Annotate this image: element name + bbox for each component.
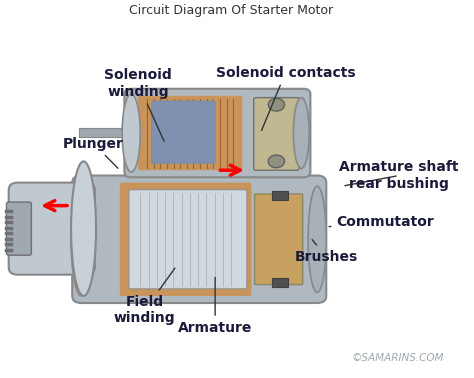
Ellipse shape [71,161,96,296]
Ellipse shape [71,183,91,296]
FancyBboxPatch shape [129,190,247,289]
FancyBboxPatch shape [254,98,299,170]
FancyBboxPatch shape [120,183,251,296]
Text: Field
winding: Field winding [114,268,176,325]
Title: Circuit Diagram Of Starter Motor: Circuit Diagram Of Starter Motor [129,4,333,17]
Ellipse shape [122,94,140,172]
FancyBboxPatch shape [7,202,31,255]
FancyBboxPatch shape [152,101,215,163]
Text: Commutator: Commutator [329,215,434,229]
Bar [272,278,288,287]
Text: Armature shaft
rear bushing: Armature shaft rear bushing [339,160,459,191]
Text: Solenoid
winding: Solenoid winding [104,68,172,141]
Ellipse shape [293,98,309,169]
Bar [272,192,288,200]
Text: Armature: Armature [178,277,252,335]
Text: ©SAMARINS.COM: ©SAMARINS.COM [352,353,444,363]
Bar [79,128,131,136]
Ellipse shape [308,186,326,293]
Text: Brushes: Brushes [295,240,358,264]
Text: Solenoid contacts: Solenoid contacts [216,66,355,130]
FancyBboxPatch shape [138,96,242,170]
Circle shape [268,98,284,111]
FancyBboxPatch shape [124,89,310,177]
FancyBboxPatch shape [255,194,303,285]
Text: Plunger: Plunger [63,137,124,168]
FancyBboxPatch shape [72,175,326,303]
Circle shape [268,155,284,168]
FancyBboxPatch shape [9,183,95,275]
